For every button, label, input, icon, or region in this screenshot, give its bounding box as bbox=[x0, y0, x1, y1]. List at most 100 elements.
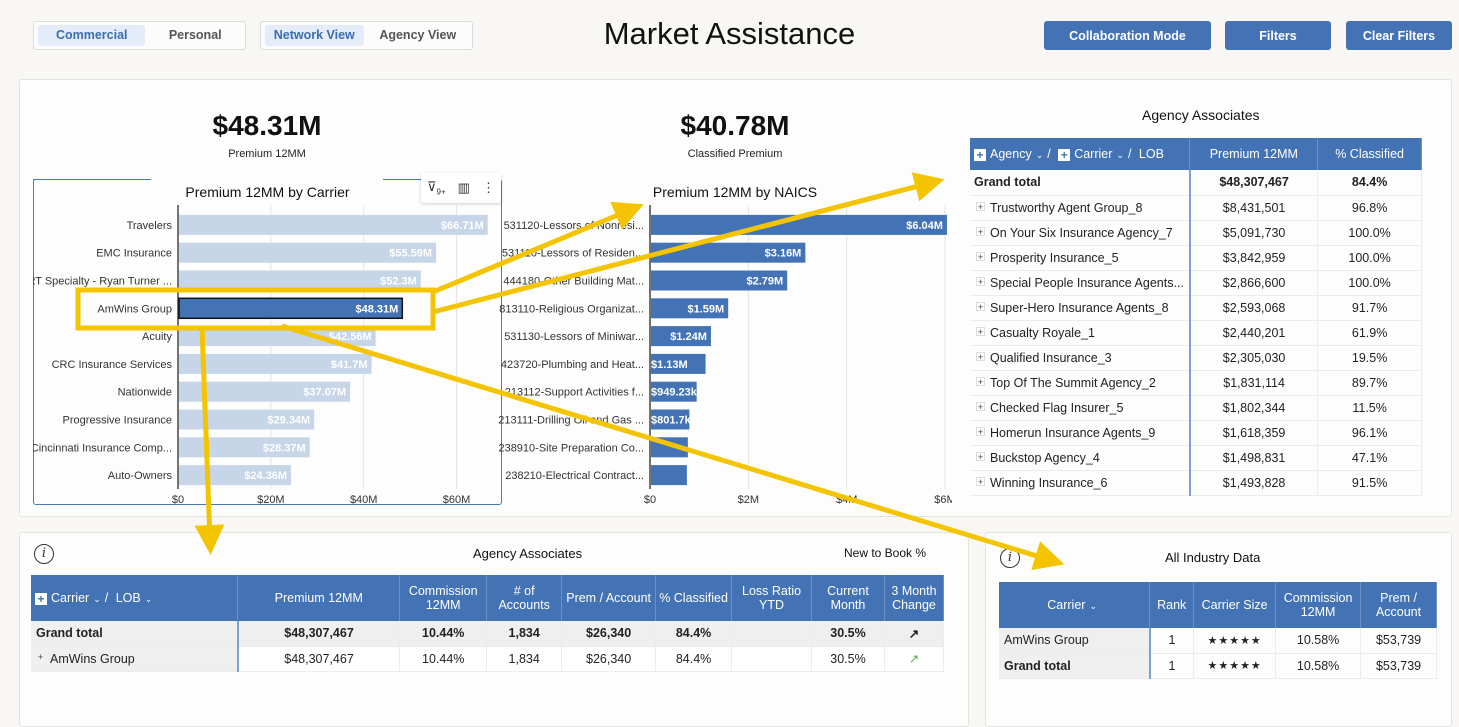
bar[interactable] bbox=[651, 465, 687, 486]
commission-col-header[interactable]: Commission 12MM bbox=[1275, 582, 1362, 628]
row-classified: 47.1% bbox=[1317, 445, 1422, 471]
col-header[interactable]: Current Month bbox=[811, 575, 885, 621]
expand-icon[interactable]: + bbox=[976, 426, 985, 437]
classified-col-header[interactable]: % Classified bbox=[1317, 138, 1422, 170]
table-row[interactable]: + Winning Insurance_6 $1,493,828 91.5% bbox=[970, 470, 1422, 496]
carrier-lob-header[interactable]: + Carrier ⌄ / LOB ⌄ bbox=[31, 575, 239, 621]
expand-icon[interactable]: + bbox=[976, 276, 985, 287]
carrier-col-header[interactable]: Carrier ⌄ bbox=[999, 582, 1151, 628]
filter-icon[interactable]: ⊽9+ bbox=[427, 179, 446, 197]
col-header[interactable]: Prem / Account bbox=[561, 575, 657, 621]
expand-icon[interactable]: + bbox=[976, 376, 985, 387]
bar[interactable] bbox=[651, 214, 947, 235]
more-options-icon[interactable]: ⋮ bbox=[481, 180, 495, 195]
table-row[interactable]: + Top Of The Summit Agency_2 $1,831,114 89.… bbox=[970, 370, 1422, 396]
chevron-down-icon[interactable]: ⌄ bbox=[93, 594, 101, 604]
bar[interactable] bbox=[179, 214, 488, 235]
table-row[interactable]: Grand total 1 ★★★★★ 10.58% $53,739 bbox=[999, 653, 1437, 679]
bar-data-label: $1.13M bbox=[651, 359, 688, 371]
row-name-cell: + Winning Insurance_6 bbox=[970, 470, 1191, 496]
table-row[interactable]: Grand total $48,307,467 10.44% 1,834 $26,340… bbox=[31, 621, 945, 647]
segment-commercial[interactable]: Commercial bbox=[38, 25, 146, 46]
row-premium: $48,307,467 bbox=[1189, 170, 1319, 196]
size-col-header[interactable]: Carrier Size bbox=[1193, 582, 1277, 628]
col-header[interactable]: # of Accounts bbox=[486, 575, 563, 621]
rank-col-header[interactable]: Rank bbox=[1149, 582, 1195, 628]
col-header[interactable]: % Classified bbox=[655, 575, 733, 621]
info-icon[interactable]: i bbox=[1000, 548, 1020, 568]
row-name: Top Of The Summit Agency_2 bbox=[990, 375, 1156, 390]
expand-icon[interactable]: + bbox=[976, 226, 985, 237]
row-name-cell: + AmWins Group bbox=[31, 646, 239, 672]
row-cell: 30.5% bbox=[811, 646, 885, 672]
row-premium: $8,431,501 bbox=[1189, 195, 1319, 221]
view-network[interactable]: Network View bbox=[265, 25, 364, 46]
expand-icon[interactable]: + bbox=[976, 201, 985, 212]
bar-data-label: $801.7k bbox=[651, 415, 692, 427]
collaboration-mode-button[interactable]: Collaboration Mode bbox=[1044, 21, 1211, 50]
clear-filters-button[interactable]: Clear Filters bbox=[1346, 21, 1452, 50]
row-classified: 100.0% bbox=[1317, 245, 1422, 271]
y-category-label: Travelers bbox=[127, 220, 173, 232]
prem-col-header[interactable]: Prem / Account bbox=[1360, 582, 1437, 628]
bar[interactable] bbox=[179, 270, 421, 291]
kpi-premium: $48.31M Premium 12MM bbox=[167, 110, 367, 160]
col-header[interactable]: 3 Month Change bbox=[884, 575, 945, 621]
table-row[interactable]: + Buckstop Agency_4 $1,498,831 47.1% bbox=[970, 445, 1422, 471]
col-header[interactable]: Loss Ratio YTD bbox=[731, 575, 812, 621]
premium-col-header[interactable]: Premium 12MM bbox=[1189, 138, 1319, 170]
expand-icon[interactable]: + bbox=[976, 351, 985, 362]
table-row[interactable]: + Casualty Royale_1 $2,440,201 61.9% bbox=[970, 320, 1422, 346]
row-name: Grand total bbox=[36, 626, 103, 641]
agency-carrier-lob-header[interactable]: + Agency ⌄ / + Carrier ⌄ / LOB bbox=[970, 138, 1191, 170]
bar[interactable] bbox=[651, 437, 688, 458]
x-tick-label: $2M bbox=[738, 494, 759, 506]
table-row[interactable]: + On Your Six Insurance Agency_7 $5,091,73… bbox=[970, 220, 1422, 246]
chevron-down-icon[interactable]: ⌄ bbox=[1089, 601, 1097, 611]
row-name: Qualified Insurance_3 bbox=[990, 350, 1112, 365]
table-row[interactable]: + Qualified Insurance_3 $2,305,030 19.5% bbox=[970, 345, 1422, 371]
row-name: Grand total bbox=[999, 653, 1151, 679]
table-row[interactable]: + Checked Flag Insurer_5 $1,802,344 11.5% bbox=[970, 395, 1422, 421]
expand-icon[interactable]: + bbox=[976, 476, 985, 487]
expand-icon[interactable]: + bbox=[37, 651, 44, 662]
table-row[interactable]: + Trustworthy Agent Group_8 $8,431,501 96.8… bbox=[970, 195, 1422, 221]
row-classified: 96.1% bbox=[1317, 420, 1422, 446]
filters-button[interactable]: Filters bbox=[1225, 21, 1331, 50]
info-icon[interactable]: i bbox=[34, 544, 54, 564]
industry-table: Carrier ⌄ Rank Carrier Size Commission 12… bbox=[999, 582, 1437, 679]
expand-all-icon[interactable]: + bbox=[974, 148, 986, 161]
agency-table-title: Agency Associates bbox=[1142, 107, 1260, 123]
expand-all-icon[interactable]: + bbox=[35, 592, 47, 605]
expand-icon[interactable]: + bbox=[976, 301, 985, 312]
expand-icon[interactable]: + bbox=[976, 401, 985, 412]
chevron-down-icon[interactable]: ⌄ bbox=[144, 594, 153, 604]
table-row[interactable]: + Super-Hero Insurance Agents_8 $2,593,068… bbox=[970, 295, 1422, 321]
bar[interactable] bbox=[179, 409, 315, 430]
chevron-down-icon[interactable]: ⌄ bbox=[1035, 150, 1044, 160]
expand-icon[interactable]: + bbox=[976, 326, 985, 337]
table-row[interactable]: + Prosperity Insurance_5 $3,842,959 100.0% bbox=[970, 245, 1422, 271]
row-name-cell: + Qualified Insurance_3 bbox=[970, 345, 1191, 371]
col-header[interactable]: Commission 12MM bbox=[399, 575, 488, 621]
bar[interactable] bbox=[179, 242, 437, 263]
star-rating: ★★★★★ bbox=[1193, 628, 1277, 654]
expand-icon[interactable]: + bbox=[976, 451, 985, 462]
table-view-icon[interactable]: ▥ bbox=[457, 180, 470, 195]
view-agency[interactable]: Agency View bbox=[379, 28, 457, 42]
y-category-label: Acuity bbox=[142, 331, 172, 343]
table-row[interactable]: + Special People Insurance Agents... $2,86… bbox=[970, 270, 1422, 296]
carrier-col-label: Carrier bbox=[51, 591, 90, 605]
row-cell: $53,739 bbox=[1360, 653, 1437, 679]
row-classified: 91.7% bbox=[1317, 295, 1422, 321]
col-header[interactable]: Premium 12MM bbox=[237, 575, 401, 621]
chevron-down-icon[interactable]: ⌄ bbox=[1116, 150, 1124, 160]
segment-personal[interactable]: Personal bbox=[168, 28, 222, 42]
expand-all-icon[interactable]: + bbox=[1058, 148, 1071, 161]
table-row[interactable]: + Homerun Insurance Agents_9 $1,618,359 96.… bbox=[970, 420, 1422, 446]
table-row[interactable]: + AmWins Group $48,307,467 10.44% 1,834 $26,3… bbox=[31, 646, 945, 672]
expand-icon[interactable]: + bbox=[976, 251, 985, 262]
table-row[interactable]: AmWins Group 1 ★★★★★ 10.58% $53,739 bbox=[999, 628, 1437, 654]
bar-data-label: $29.34M bbox=[267, 415, 310, 427]
row-cell bbox=[731, 646, 812, 672]
